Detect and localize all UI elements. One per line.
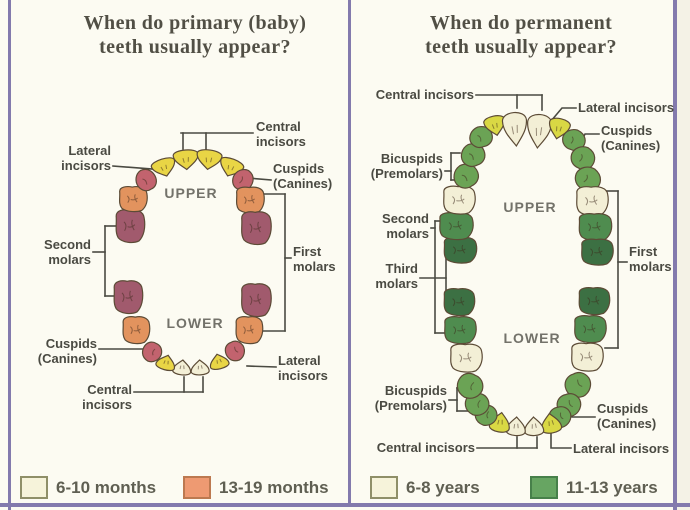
tooth-cuspid [564, 371, 592, 398]
tooth-group-label: Lateral incisors [278, 353, 328, 383]
permanent-panel-title: When do permanent teeth usually appear? [425, 12, 617, 58]
legend-label: 6-8 years [406, 477, 480, 497]
tooth-incisor [541, 412, 563, 434]
tooth-molar [443, 185, 476, 215]
tooth-incisor [501, 111, 528, 148]
page-margin [677, 0, 690, 510]
tooth-cuspid [456, 372, 484, 399]
callout-line [550, 430, 572, 449]
tooth-molar [118, 186, 148, 213]
callout-line [246, 365, 277, 368]
upper-arch-label: UPPER [503, 199, 557, 215]
legend-swatch [20, 476, 48, 499]
tooth-group-label: Bicuspids (Premolars) [374, 383, 447, 413]
primary-panel-title: When do primary (baby) teeth usually app… [83, 12, 307, 58]
tooth-group-label: Cuspids (Canines) [37, 336, 97, 366]
tooth-group-label: Central incisors [82, 382, 132, 412]
tooth-group-label: Second molars [382, 211, 429, 241]
tooth-molar [235, 186, 265, 214]
panel-divider [348, 0, 351, 503]
tooth-cuspid [224, 340, 245, 362]
tooth-molar [576, 186, 609, 217]
legend-item: 13-19 months [183, 476, 329, 499]
tooth-molar [439, 212, 474, 241]
tooth-molar [113, 280, 144, 315]
legend-item: 6-8 years [370, 476, 480, 499]
tooth-cuspid [141, 341, 163, 363]
tooth-incisor [524, 416, 545, 437]
legend-swatch [183, 476, 211, 499]
tooth-incisor [483, 115, 506, 137]
page-border-bottom [0, 503, 690, 507]
tooth-incisor [505, 416, 526, 437]
legend-label: 13-19 months [219, 477, 329, 497]
tooth-group-label: Central incisors [376, 440, 475, 455]
lower-arch-label: LOWER [166, 315, 224, 331]
tooth-cuspid [562, 129, 586, 152]
tooth-incisor [155, 354, 176, 372]
tooth-group-label: Cuspids (Canines) [601, 123, 661, 153]
page-border-right [673, 0, 677, 510]
tooth-molar [444, 316, 477, 345]
tooth-molar [574, 315, 607, 344]
tooth-incisor [150, 157, 176, 177]
tooth-molar [450, 343, 483, 373]
page-border-left [8, 0, 11, 510]
tooth-molar [581, 238, 614, 266]
lower-arch-label: LOWER [503, 330, 561, 346]
tooth-group-label: First molars [293, 244, 336, 274]
tooth-molar [241, 283, 272, 318]
tooth-group-label: Lateral incisors [61, 143, 111, 173]
tooth-group-label: Cuspids (Canines) [597, 401, 657, 431]
tooth-molar [578, 287, 611, 316]
legend-swatch [530, 476, 558, 499]
tooth-incisor [196, 149, 223, 171]
legend-swatch [370, 476, 398, 499]
upper-arch-label: UPPER [164, 185, 218, 201]
tooth-group-label: Central incisors [375, 87, 474, 102]
tooth-molar [443, 288, 476, 317]
tooth-incisor [190, 359, 210, 376]
tooth-molar [571, 342, 604, 372]
legend-label: 11-13 years [566, 477, 658, 497]
tooth-incisor [172, 149, 199, 171]
tooth-incisor [527, 113, 553, 150]
legend-item: 11-13 years [530, 476, 658, 499]
tooth-group-label: Lateral incisors [578, 100, 675, 115]
tooth-group-label: Bicuspids (Premolars) [370, 151, 443, 181]
legend-item: 6-10 months [20, 476, 156, 499]
callout-line [112, 165, 153, 170]
tooth-molar [115, 209, 146, 244]
tooth-incisor [172, 359, 192, 376]
tooth-incisor [209, 353, 230, 370]
tooth-molar [443, 236, 478, 264]
tooth-molar [578, 213, 613, 242]
tooth-group-label: Third molars [375, 261, 418, 291]
tooth-cuspid [570, 146, 596, 171]
tooth-cuspid [135, 168, 157, 192]
tooth-molar [235, 316, 264, 345]
legend-label: 6-10 months [56, 477, 157, 497]
tooth-group-label: Lateral incisors [573, 441, 670, 456]
tooth-group-label: Second molars [44, 237, 91, 267]
callout-line [549, 107, 577, 123]
tooth-cuspid [460, 143, 486, 168]
tooth-group-label: First molars [629, 244, 672, 274]
tooth-molar [241, 211, 272, 246]
tooth-cuspid [453, 163, 480, 189]
tooth-molar [122, 316, 151, 345]
tooth-group-label: Central incisors [256, 119, 306, 149]
tooth-group-label: Cuspids (Canines) [273, 161, 333, 191]
